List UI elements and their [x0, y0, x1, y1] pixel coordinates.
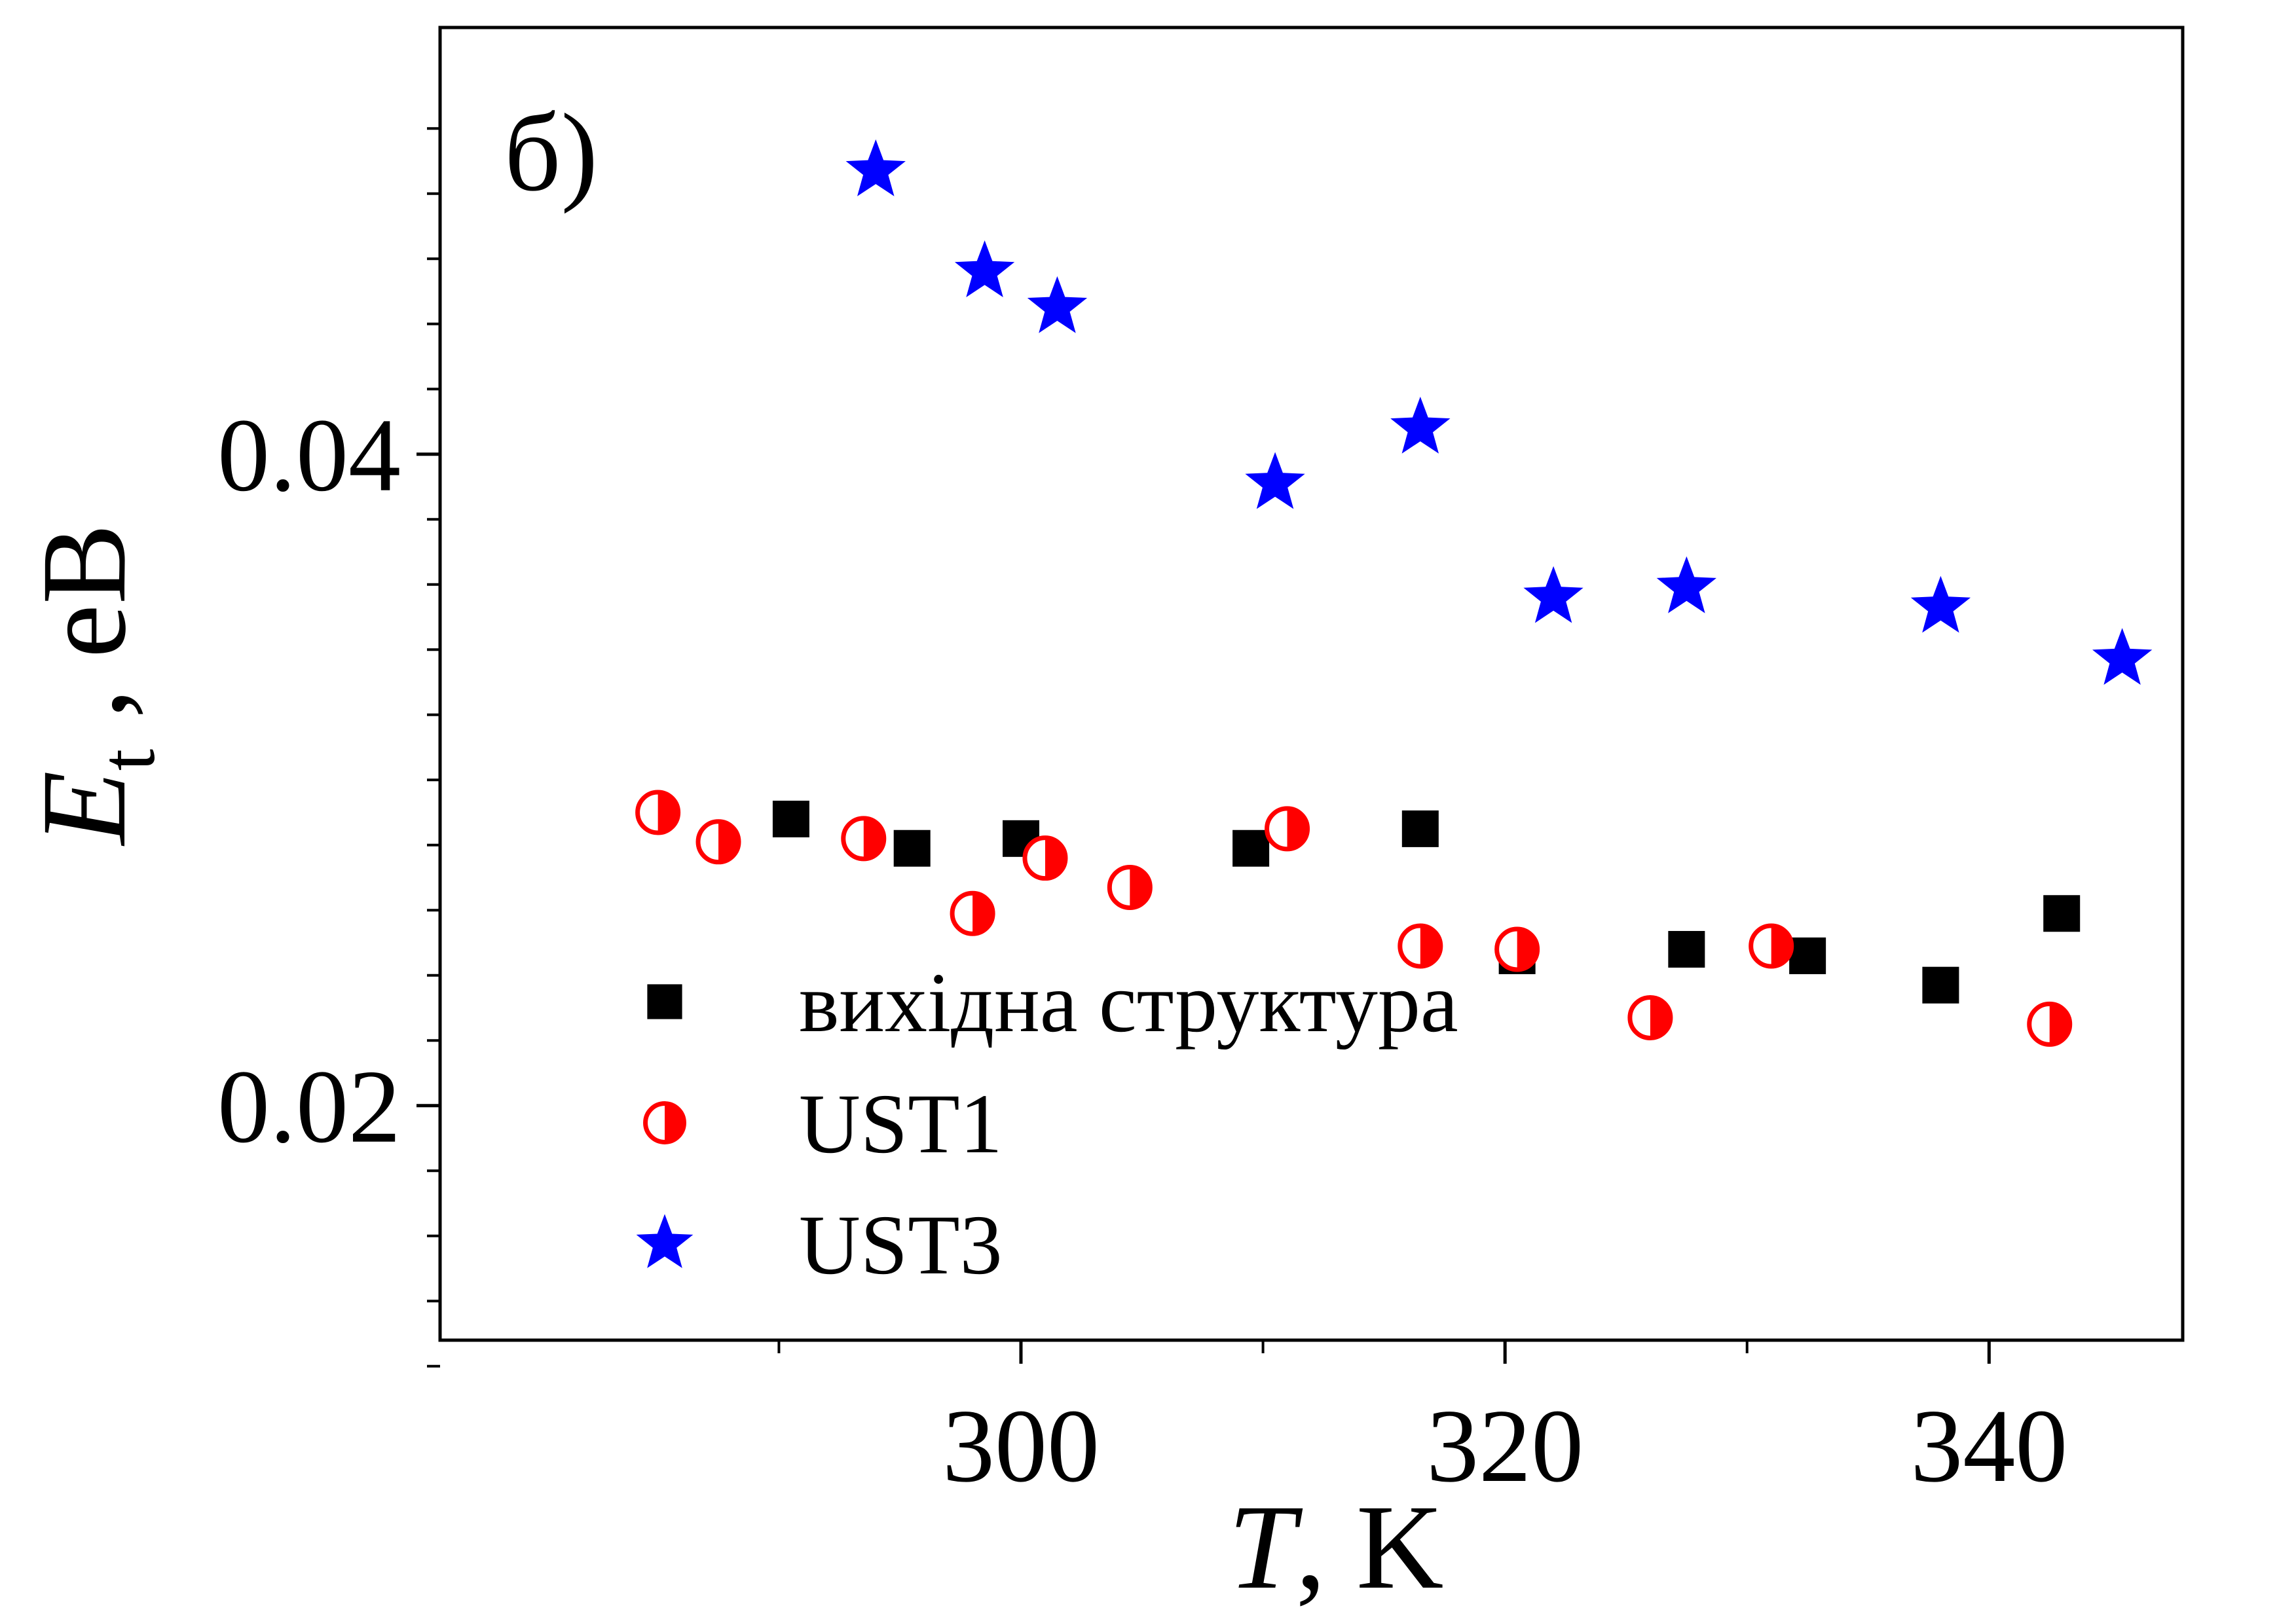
half-circle-point: [1107, 864, 1153, 910]
labels: б) T, K Et , eB: [17, 91, 1444, 1614]
legend: вихідна структура UST1 UST3: [636, 956, 1458, 1292]
half-circle-point: [1265, 806, 1310, 852]
half-circle-point: [1494, 926, 1540, 972]
x-tick-label: 300: [942, 1387, 1100, 1504]
y-axis-symbol: E: [17, 771, 151, 847]
x-axis-title: T, K: [1229, 1480, 1444, 1614]
half-circle-point-fill: [1771, 926, 1792, 967]
x-axis-unit: , K: [1295, 1480, 1443, 1614]
star-point: [954, 240, 1015, 297]
square-point: [772, 800, 809, 837]
star-point: [1390, 396, 1451, 454]
legend-label: UST1: [799, 1077, 1003, 1171]
square-point: [1232, 830, 1270, 867]
half-circle-point-fill: [1650, 997, 1671, 1038]
legend-marker: [647, 984, 682, 1019]
legend-label: UST3: [799, 1198, 1003, 1292]
square-point: [1922, 966, 1959, 1004]
half-circle-point-fill: [1045, 837, 1065, 879]
square-point: [1401, 810, 1439, 847]
star-point: [1027, 276, 1088, 333]
star-point: [845, 139, 906, 196]
y-tick-label: 0.04: [217, 397, 401, 513]
square-point: [893, 830, 931, 867]
square-point: [2043, 895, 2081, 932]
square-point: [1789, 937, 1826, 974]
star-point: [1523, 566, 1583, 623]
half-circle-point-fill: [2049, 1004, 2070, 1045]
x-axis-symbol: T: [1229, 1480, 1303, 1614]
star-point: [1656, 556, 1716, 613]
half-circle-point: [695, 819, 741, 865]
y-axis-title: Et , eB: [17, 524, 171, 847]
half-circle-point-fill: [1420, 926, 1441, 967]
legend-marker: [643, 1101, 686, 1144]
half-circle-point: [1398, 923, 1443, 969]
half-circle-point: [841, 816, 887, 862]
x-tick-label: 340: [1910, 1387, 2067, 1504]
half-circle-point-fill: [1517, 928, 1538, 970]
half-circle-point: [1749, 923, 1794, 969]
axes: 300 320 340 0.02 0.04: [217, 26, 2185, 1504]
legend-marker-fill: [665, 1103, 684, 1142]
half-circle-point: [1022, 835, 1068, 881]
x-tick-label: 320: [1426, 1387, 1583, 1504]
half-circle-point-fill: [657, 792, 678, 833]
y-axis-subscript: t: [84, 749, 171, 771]
half-circle-point: [950, 890, 995, 936]
square-point: [1668, 930, 1705, 968]
star-point: [1245, 452, 1305, 509]
legend-marker: [636, 1214, 694, 1268]
series-2: [845, 139, 2153, 685]
half-circle-point-fill: [863, 818, 884, 859]
plot-area: [635, 139, 2153, 1047]
y-axis-unit: , eB: [17, 524, 151, 749]
half-circle-point-fill: [718, 821, 739, 862]
legend-label: вихідна структура: [799, 956, 1458, 1050]
half-circle-point: [635, 790, 681, 835]
half-circle-point: [1627, 994, 1673, 1040]
plot-frame: [438, 26, 2185, 1342]
panel-label: б): [504, 91, 598, 214]
series-1: [635, 790, 2073, 1047]
half-circle-point-fill: [1130, 867, 1151, 908]
half-circle-point-fill: [972, 893, 993, 934]
star-point: [2092, 628, 2153, 685]
half-circle-point-fill: [1287, 808, 1308, 849]
y-tick-label: 0.02: [217, 1048, 401, 1165]
half-circle-point: [2027, 1001, 2073, 1047]
star-point: [1910, 575, 1971, 633]
